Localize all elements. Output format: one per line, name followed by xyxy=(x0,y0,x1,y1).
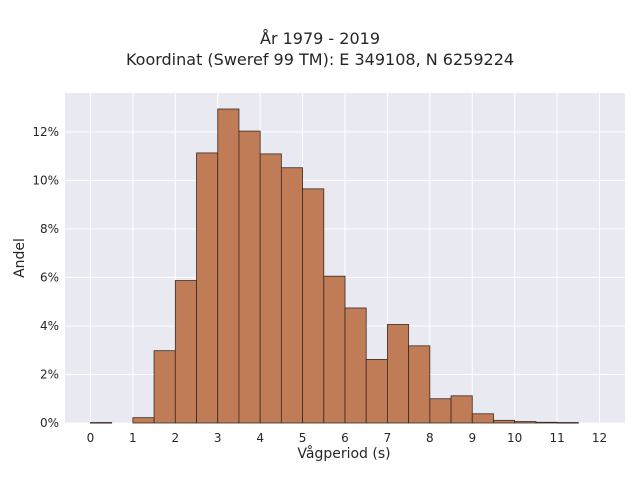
histogram-bar xyxy=(535,421,558,424)
y-tick-label: 0% xyxy=(40,416,59,430)
y-tick-label: 6% xyxy=(40,270,59,284)
x-tick-label: 2 xyxy=(171,431,179,445)
histogram-bar xyxy=(217,108,240,424)
histogram-bar xyxy=(514,421,537,424)
histogram-bar xyxy=(132,417,155,424)
y-tick-label: 10% xyxy=(32,173,59,187)
histogram-bar xyxy=(238,130,261,424)
y-tick-label: 2% xyxy=(40,367,59,381)
chart-title: År 1979 - 2019 xyxy=(260,29,380,48)
x-tick-label: 5 xyxy=(299,431,307,445)
histogram-bar xyxy=(90,422,113,424)
histogram-bar xyxy=(365,359,388,424)
x-tick-label: 1 xyxy=(129,431,137,445)
histogram-bar xyxy=(408,345,431,424)
histogram-bar xyxy=(302,188,325,424)
x-tick-label: 12 xyxy=(592,431,607,445)
histogram-bar xyxy=(387,324,410,424)
histogram-bar xyxy=(323,275,346,424)
x-tick-label: 4 xyxy=(256,431,264,445)
histogram-bar xyxy=(153,350,176,424)
y-tick-label: 4% xyxy=(40,319,59,333)
x-tick-label: 0 xyxy=(87,431,95,445)
y-tick-label: 12% xyxy=(32,125,59,139)
histogram-bar xyxy=(556,422,579,424)
histogram-bar xyxy=(196,152,219,424)
x-tick-label: 6 xyxy=(341,431,349,445)
x-tick-label: 9 xyxy=(468,431,476,445)
x-tick-label: 7 xyxy=(384,431,392,445)
histogram-bar xyxy=(280,167,303,424)
histogram-bar xyxy=(493,419,516,424)
x-tick-label: 11 xyxy=(549,431,564,445)
histogram-bar xyxy=(450,395,473,424)
x-tick-label: 8 xyxy=(426,431,434,445)
histogram-bar xyxy=(429,398,452,424)
x-axis-label: Vågperiod (s) xyxy=(297,446,391,462)
chart-subtitle: Koordinat (Sweref 99 TM): E 349108, N 62… xyxy=(125,50,515,69)
histogram-bar xyxy=(174,280,197,424)
histogram-bar xyxy=(471,413,494,424)
histogram-bar xyxy=(344,307,367,424)
histogram-bar xyxy=(259,153,282,424)
x-tick-label: 10 xyxy=(507,431,522,445)
y-axis-label: Andel xyxy=(12,238,28,278)
y-tick-label: 8% xyxy=(40,222,59,236)
x-tick-label: 3 xyxy=(214,431,222,445)
